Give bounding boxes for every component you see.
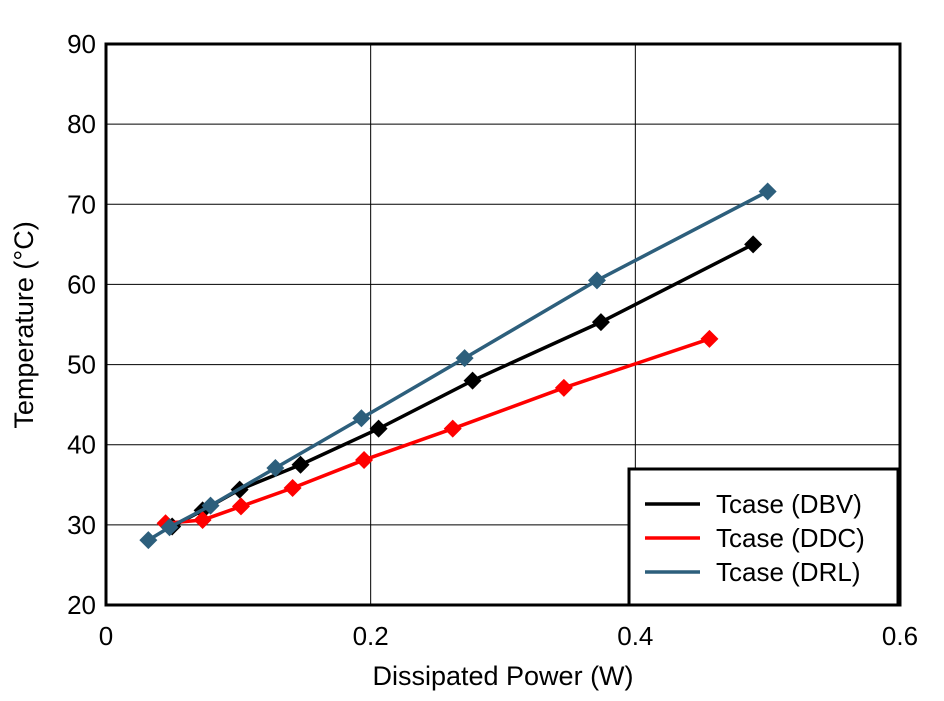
y-axis-label: Temperature (°C) bbox=[9, 221, 39, 428]
legend-label: Tcase (DRL) bbox=[716, 557, 860, 587]
data-point bbox=[700, 329, 719, 348]
data-point bbox=[291, 455, 310, 474]
y-tick-label: 70 bbox=[67, 189, 96, 219]
y-tick-label: 40 bbox=[67, 430, 96, 460]
y-tick-label: 90 bbox=[67, 29, 96, 59]
series-layer bbox=[139, 182, 777, 550]
data-point bbox=[455, 349, 474, 368]
y-tick-label: 80 bbox=[67, 109, 96, 139]
y-tick-label: 50 bbox=[67, 350, 96, 380]
data-point bbox=[193, 511, 212, 530]
x-tick-label: 0.4 bbox=[617, 621, 653, 651]
gridlines bbox=[106, 44, 900, 605]
data-point bbox=[587, 271, 606, 290]
data-point bbox=[139, 531, 158, 550]
legend-label: Tcase (DDC) bbox=[716, 523, 865, 553]
data-point bbox=[758, 182, 777, 201]
x-tick-label: 0.6 bbox=[882, 621, 918, 651]
data-point bbox=[463, 371, 482, 390]
x-axis-ticks: 0 0.2 0.4 0.6 bbox=[99, 621, 918, 651]
data-point bbox=[266, 458, 285, 477]
x-axis-label: Dissipated Power (W) bbox=[372, 661, 633, 691]
data-point bbox=[231, 497, 250, 516]
x-tick-label: 0 bbox=[99, 621, 113, 651]
y-tick-label: 60 bbox=[67, 269, 96, 299]
data-point bbox=[744, 235, 763, 254]
y-tick-label: 20 bbox=[67, 590, 96, 620]
data-point bbox=[369, 419, 388, 438]
series-2 bbox=[139, 182, 777, 550]
legend: Tcase (DBV) Tcase (DDC) Tcase (DRL) bbox=[627, 467, 900, 607]
y-tick-label: 30 bbox=[67, 510, 96, 540]
plot-frame bbox=[104, 42, 902, 607]
data-point bbox=[283, 478, 302, 497]
legend-label: Tcase (DBV) bbox=[716, 489, 862, 519]
data-point bbox=[352, 409, 371, 428]
y-axis-ticks: 20 30 40 50 60 70 80 90 bbox=[67, 29, 96, 620]
series-line bbox=[147, 189, 769, 542]
x-tick-label: 0.2 bbox=[353, 621, 389, 651]
data-point bbox=[443, 419, 462, 438]
data-point bbox=[160, 518, 179, 537]
data-point bbox=[355, 450, 374, 469]
data-point bbox=[591, 313, 610, 332]
data-point bbox=[201, 496, 220, 515]
data-point bbox=[554, 378, 573, 397]
